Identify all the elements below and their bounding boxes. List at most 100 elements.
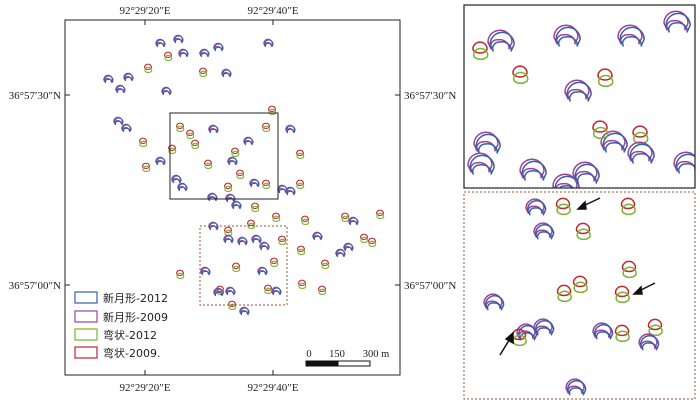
bowed-dune-2009 (301, 215, 309, 222)
inset-locator-lower (199, 225, 288, 306)
crescent-dune-2009 (263, 38, 273, 47)
bowed-dune-2009 (164, 51, 172, 58)
crescent-dune-2009 (171, 174, 181, 183)
right-lat-label-2: 36°57′00″N (404, 280, 456, 292)
bowed-dune-2012 (615, 330, 630, 343)
bowed-dune-2012 (236, 172, 245, 179)
bowed-dune-2012 (164, 54, 173, 61)
bowed-dune-2012 (232, 265, 241, 272)
crescent-dune-2012 (526, 200, 547, 216)
bowed-dune-2012 (296, 182, 305, 189)
crescent-dune-2012 (517, 325, 538, 341)
crescent-dune-2012 (343, 243, 354, 252)
crescent-dune-2009 (249, 178, 259, 187)
right-lat-label-1: 36°57′30″N (404, 90, 456, 102)
arrows (499, 197, 656, 356)
bowed-dune-2009 (142, 162, 150, 169)
crescent-dune-2009 (285, 186, 295, 195)
crescent-dune-2009 (552, 173, 578, 188)
legend-label-dune-2009: 新月形-2009 (103, 310, 168, 324)
crescent-dune-2009 (473, 131, 499, 152)
bowed-dune-2009 (224, 182, 232, 189)
crescent-dune-2009 (208, 221, 218, 230)
scale-bar-white (337, 360, 371, 367)
crescent-dune-2009 (259, 241, 269, 250)
bowed-dune-2009 (592, 120, 608, 133)
legend-swatch-dune-2009 (74, 310, 98, 323)
bowed-dune-2012 (224, 185, 233, 192)
bowed-dune-2012 (199, 70, 208, 77)
legend-swatch-bowed-2012 (74, 328, 98, 341)
crescent-dune-2012 (566, 380, 587, 396)
bowed-dune-2009 (224, 226, 232, 233)
crescent-dune-2009 (343, 242, 353, 251)
bottom-lon-label-1: 92°29′20″E (119, 382, 170, 394)
crescent-dune-2009 (161, 86, 171, 95)
crescent-dune-2009 (487, 29, 513, 50)
crescent-dune-2012 (161, 87, 172, 96)
crescent-dune-2009 (225, 193, 235, 202)
crescent-dune-2012 (173, 35, 184, 44)
crescent-dune-2012 (223, 235, 234, 244)
crescent-dune-2012 (348, 217, 359, 226)
legend-label-bowed-2009: 弯状-2009. (103, 346, 160, 360)
bowed-dune-2012 (321, 262, 330, 269)
bowed-dune-2012 (597, 74, 614, 88)
crescent-dune-2012 (257, 267, 268, 276)
bowed-dune-2012 (251, 205, 260, 212)
bowed-dune-2012 (176, 272, 185, 279)
left-lat-label-2: 36°57′00″N (9, 280, 61, 292)
bowed-dune-2012 (296, 152, 305, 159)
bowed-dune-2012 (186, 132, 195, 139)
bowed-dune-2009 (144, 63, 152, 70)
crescent-dune-2012 (285, 187, 296, 196)
graticule-ticks (65, 20, 400, 375)
crescent-dune-2009 (312, 231, 322, 240)
crescent-dune-2009 (177, 182, 187, 191)
inset-lower-frame-bg (464, 192, 695, 399)
bowed-dune-2009 (647, 318, 663, 331)
legend-label-bowed-2012: 弯状-2012 (103, 328, 157, 342)
bowed-dune-2009 (512, 65, 528, 78)
crescent-dune-2009 (237, 236, 247, 245)
bowed-dune-2012 (231, 150, 240, 157)
bowed-dune-2009 (556, 284, 572, 297)
crescent-dune-2009 (483, 293, 503, 309)
bowed-dune-2009 (296, 149, 304, 156)
bowed-dune-2009 (262, 179, 270, 186)
bowed-dune-2009 (511, 328, 527, 341)
crescent-dune-2012 (639, 335, 660, 351)
scale-tick-0: 0 (306, 349, 311, 360)
crescent-dune-2012 (177, 183, 188, 192)
crescent-dune-2012 (263, 39, 274, 48)
main-dune-layer (103, 34, 385, 316)
bowed-dune-2012 (278, 238, 287, 245)
crescent-dune-2012 (208, 222, 219, 231)
crescent-dune-2009 (199, 48, 209, 57)
crescent-dune-2012 (665, 12, 691, 33)
bowed-dune-2012 (556, 203, 571, 216)
crescent-dune-2012 (115, 85, 126, 94)
bowed-dune-2012 (139, 140, 148, 147)
arrow-1 (576, 197, 601, 210)
crescent-dune-2009 (223, 234, 233, 243)
legend-swatch-bowed-2009 (74, 346, 98, 359)
bowed-dune-2012 (301, 218, 310, 225)
crescent-dune-2012 (213, 288, 224, 297)
bowed-dune-2009 (176, 122, 184, 129)
arrow-2 (632, 282, 656, 295)
bowed-dune-2012 (268, 108, 277, 115)
crescent-dune-2009 (271, 286, 281, 295)
bowed-dune-2012 (247, 222, 256, 229)
crescent-dune-2009 (173, 34, 183, 43)
bowed-dune-2009 (575, 222, 591, 235)
crescent-dune-2012 (602, 132, 628, 153)
inset-upper-dune-layer (467, 10, 695, 188)
bowed-dune-2012 (297, 248, 306, 255)
crescent-dune-2009 (178, 48, 188, 57)
crescent-dune-2009 (251, 234, 261, 243)
bowed-dune-2009 (621, 260, 637, 273)
main-map-frame (64, 19, 401, 376)
crescent-dune-2009 (638, 333, 658, 349)
